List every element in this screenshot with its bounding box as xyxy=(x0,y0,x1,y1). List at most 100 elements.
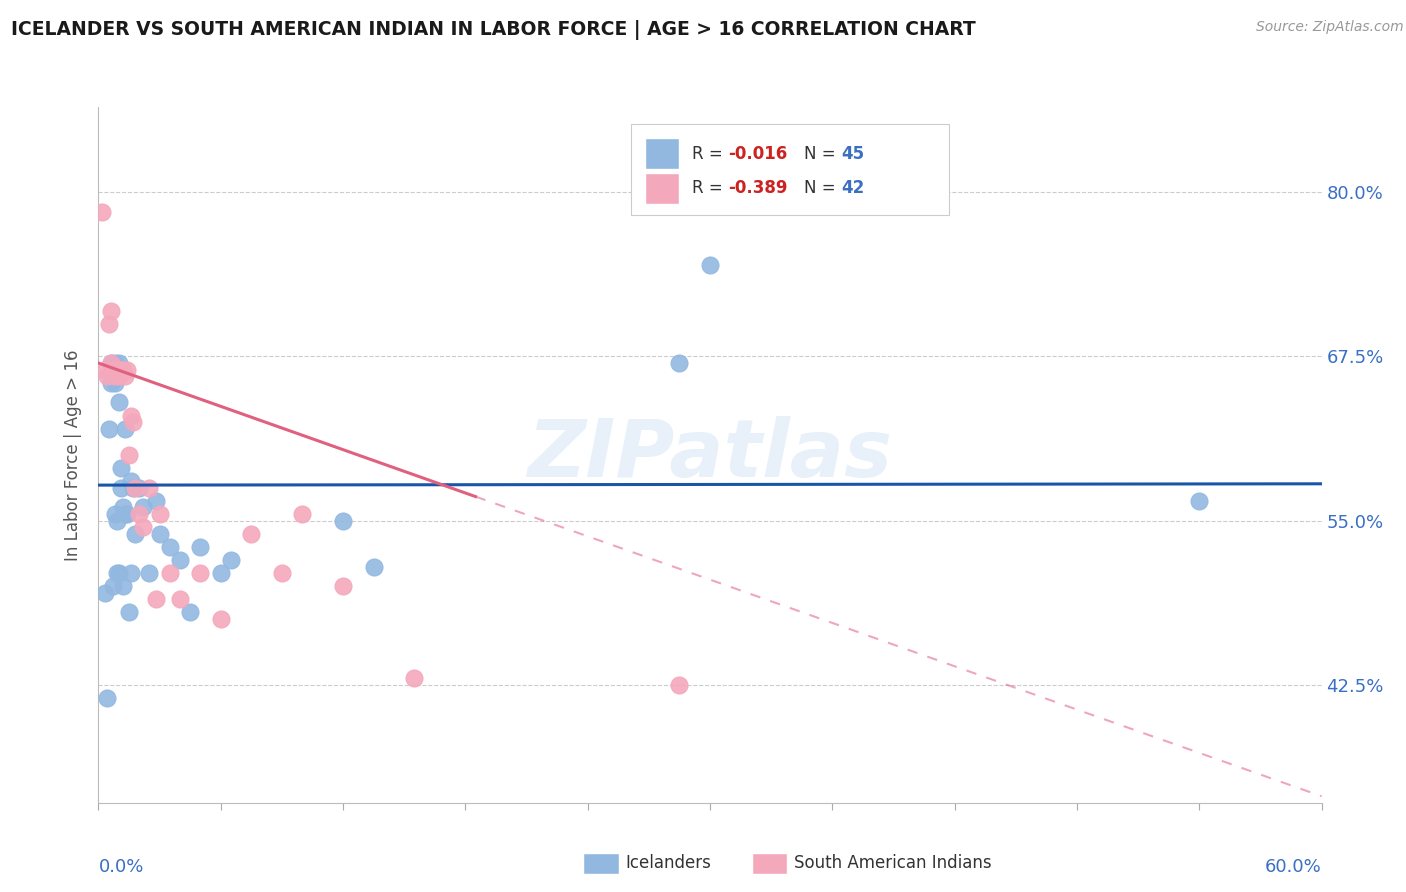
Point xyxy=(118,606,141,620)
Point xyxy=(110,362,132,376)
Point xyxy=(93,362,115,376)
FancyBboxPatch shape xyxy=(630,124,949,215)
Text: R =: R = xyxy=(692,179,728,197)
Point xyxy=(138,481,160,495)
Point xyxy=(240,526,263,541)
Point xyxy=(105,362,128,376)
Point xyxy=(100,376,122,390)
Point xyxy=(104,362,127,376)
Point xyxy=(145,494,167,508)
Point xyxy=(110,461,132,475)
Point xyxy=(104,376,127,390)
Point xyxy=(111,500,134,515)
Point xyxy=(101,579,124,593)
Text: 0.0%: 0.0% xyxy=(98,858,143,876)
Point xyxy=(110,481,132,495)
Point xyxy=(100,356,122,370)
Point xyxy=(96,369,118,384)
Text: ICELANDER VS SOUTH AMERICAN INDIAN IN LABOR FORCE | AGE > 16 CORRELATION CHART: ICELANDER VS SOUTH AMERICAN INDIAN IN LA… xyxy=(11,20,976,39)
Point xyxy=(108,362,131,376)
Point xyxy=(105,362,128,376)
Text: Icelanders: Icelanders xyxy=(626,855,711,872)
Point xyxy=(179,606,201,620)
Point xyxy=(104,362,127,376)
Point xyxy=(108,362,131,376)
Point xyxy=(120,409,142,423)
Point xyxy=(114,369,136,384)
Point xyxy=(115,362,138,376)
Point xyxy=(104,507,127,521)
Point xyxy=(149,526,172,541)
Text: 42: 42 xyxy=(841,179,865,197)
FancyBboxPatch shape xyxy=(645,138,679,169)
Point xyxy=(93,586,115,600)
Point xyxy=(105,362,128,376)
Point xyxy=(100,356,122,370)
Text: Source: ZipAtlas.com: Source: ZipAtlas.com xyxy=(1256,20,1403,34)
Point xyxy=(100,303,122,318)
Point xyxy=(188,566,212,580)
Point xyxy=(1188,494,1211,508)
Point xyxy=(159,566,181,580)
Point xyxy=(91,205,114,219)
Point xyxy=(128,507,150,521)
Point xyxy=(132,500,155,515)
Point xyxy=(104,356,127,370)
Point xyxy=(270,566,294,580)
Point xyxy=(105,514,128,528)
Point xyxy=(149,507,172,521)
Point xyxy=(363,559,385,574)
Point xyxy=(122,415,145,429)
Point xyxy=(108,362,131,376)
Point xyxy=(404,671,426,685)
Text: 60.0%: 60.0% xyxy=(1265,858,1322,876)
Point xyxy=(96,690,118,705)
Point xyxy=(668,678,690,692)
Point xyxy=(138,566,160,580)
Point xyxy=(332,514,354,528)
Point xyxy=(101,362,124,376)
Point xyxy=(120,566,142,580)
Point xyxy=(219,553,242,567)
FancyBboxPatch shape xyxy=(645,173,679,204)
Point xyxy=(111,579,134,593)
Point xyxy=(291,507,314,521)
Point xyxy=(699,258,721,272)
Point xyxy=(105,362,128,376)
Point xyxy=(111,362,134,376)
Point xyxy=(124,481,146,495)
Text: R =: R = xyxy=(692,145,728,162)
Text: South American Indians: South American Indians xyxy=(794,855,993,872)
Point xyxy=(114,422,136,436)
Text: -0.389: -0.389 xyxy=(728,179,787,197)
Point xyxy=(188,540,212,554)
Point xyxy=(145,592,167,607)
Point xyxy=(108,369,131,384)
Point xyxy=(115,507,138,521)
Point xyxy=(118,448,141,462)
Point xyxy=(169,592,191,607)
Point xyxy=(108,395,131,409)
Text: N =: N = xyxy=(804,145,841,162)
Point xyxy=(122,481,145,495)
Point xyxy=(128,481,150,495)
Point xyxy=(159,540,181,554)
Point xyxy=(101,362,124,376)
Point xyxy=(169,553,191,567)
Point xyxy=(332,579,354,593)
Point xyxy=(108,566,131,580)
Point xyxy=(97,317,120,331)
Point xyxy=(104,369,127,384)
Text: 45: 45 xyxy=(841,145,865,162)
Point xyxy=(120,474,142,488)
Point xyxy=(209,566,232,580)
Point xyxy=(97,422,120,436)
Point xyxy=(110,362,132,376)
Point xyxy=(668,356,690,370)
Point xyxy=(101,362,124,376)
Point xyxy=(108,356,131,370)
Text: N =: N = xyxy=(804,179,841,197)
Point xyxy=(209,612,232,626)
Y-axis label: In Labor Force | Age > 16: In Labor Force | Age > 16 xyxy=(65,349,83,561)
Text: ZIPatlas: ZIPatlas xyxy=(527,416,893,494)
